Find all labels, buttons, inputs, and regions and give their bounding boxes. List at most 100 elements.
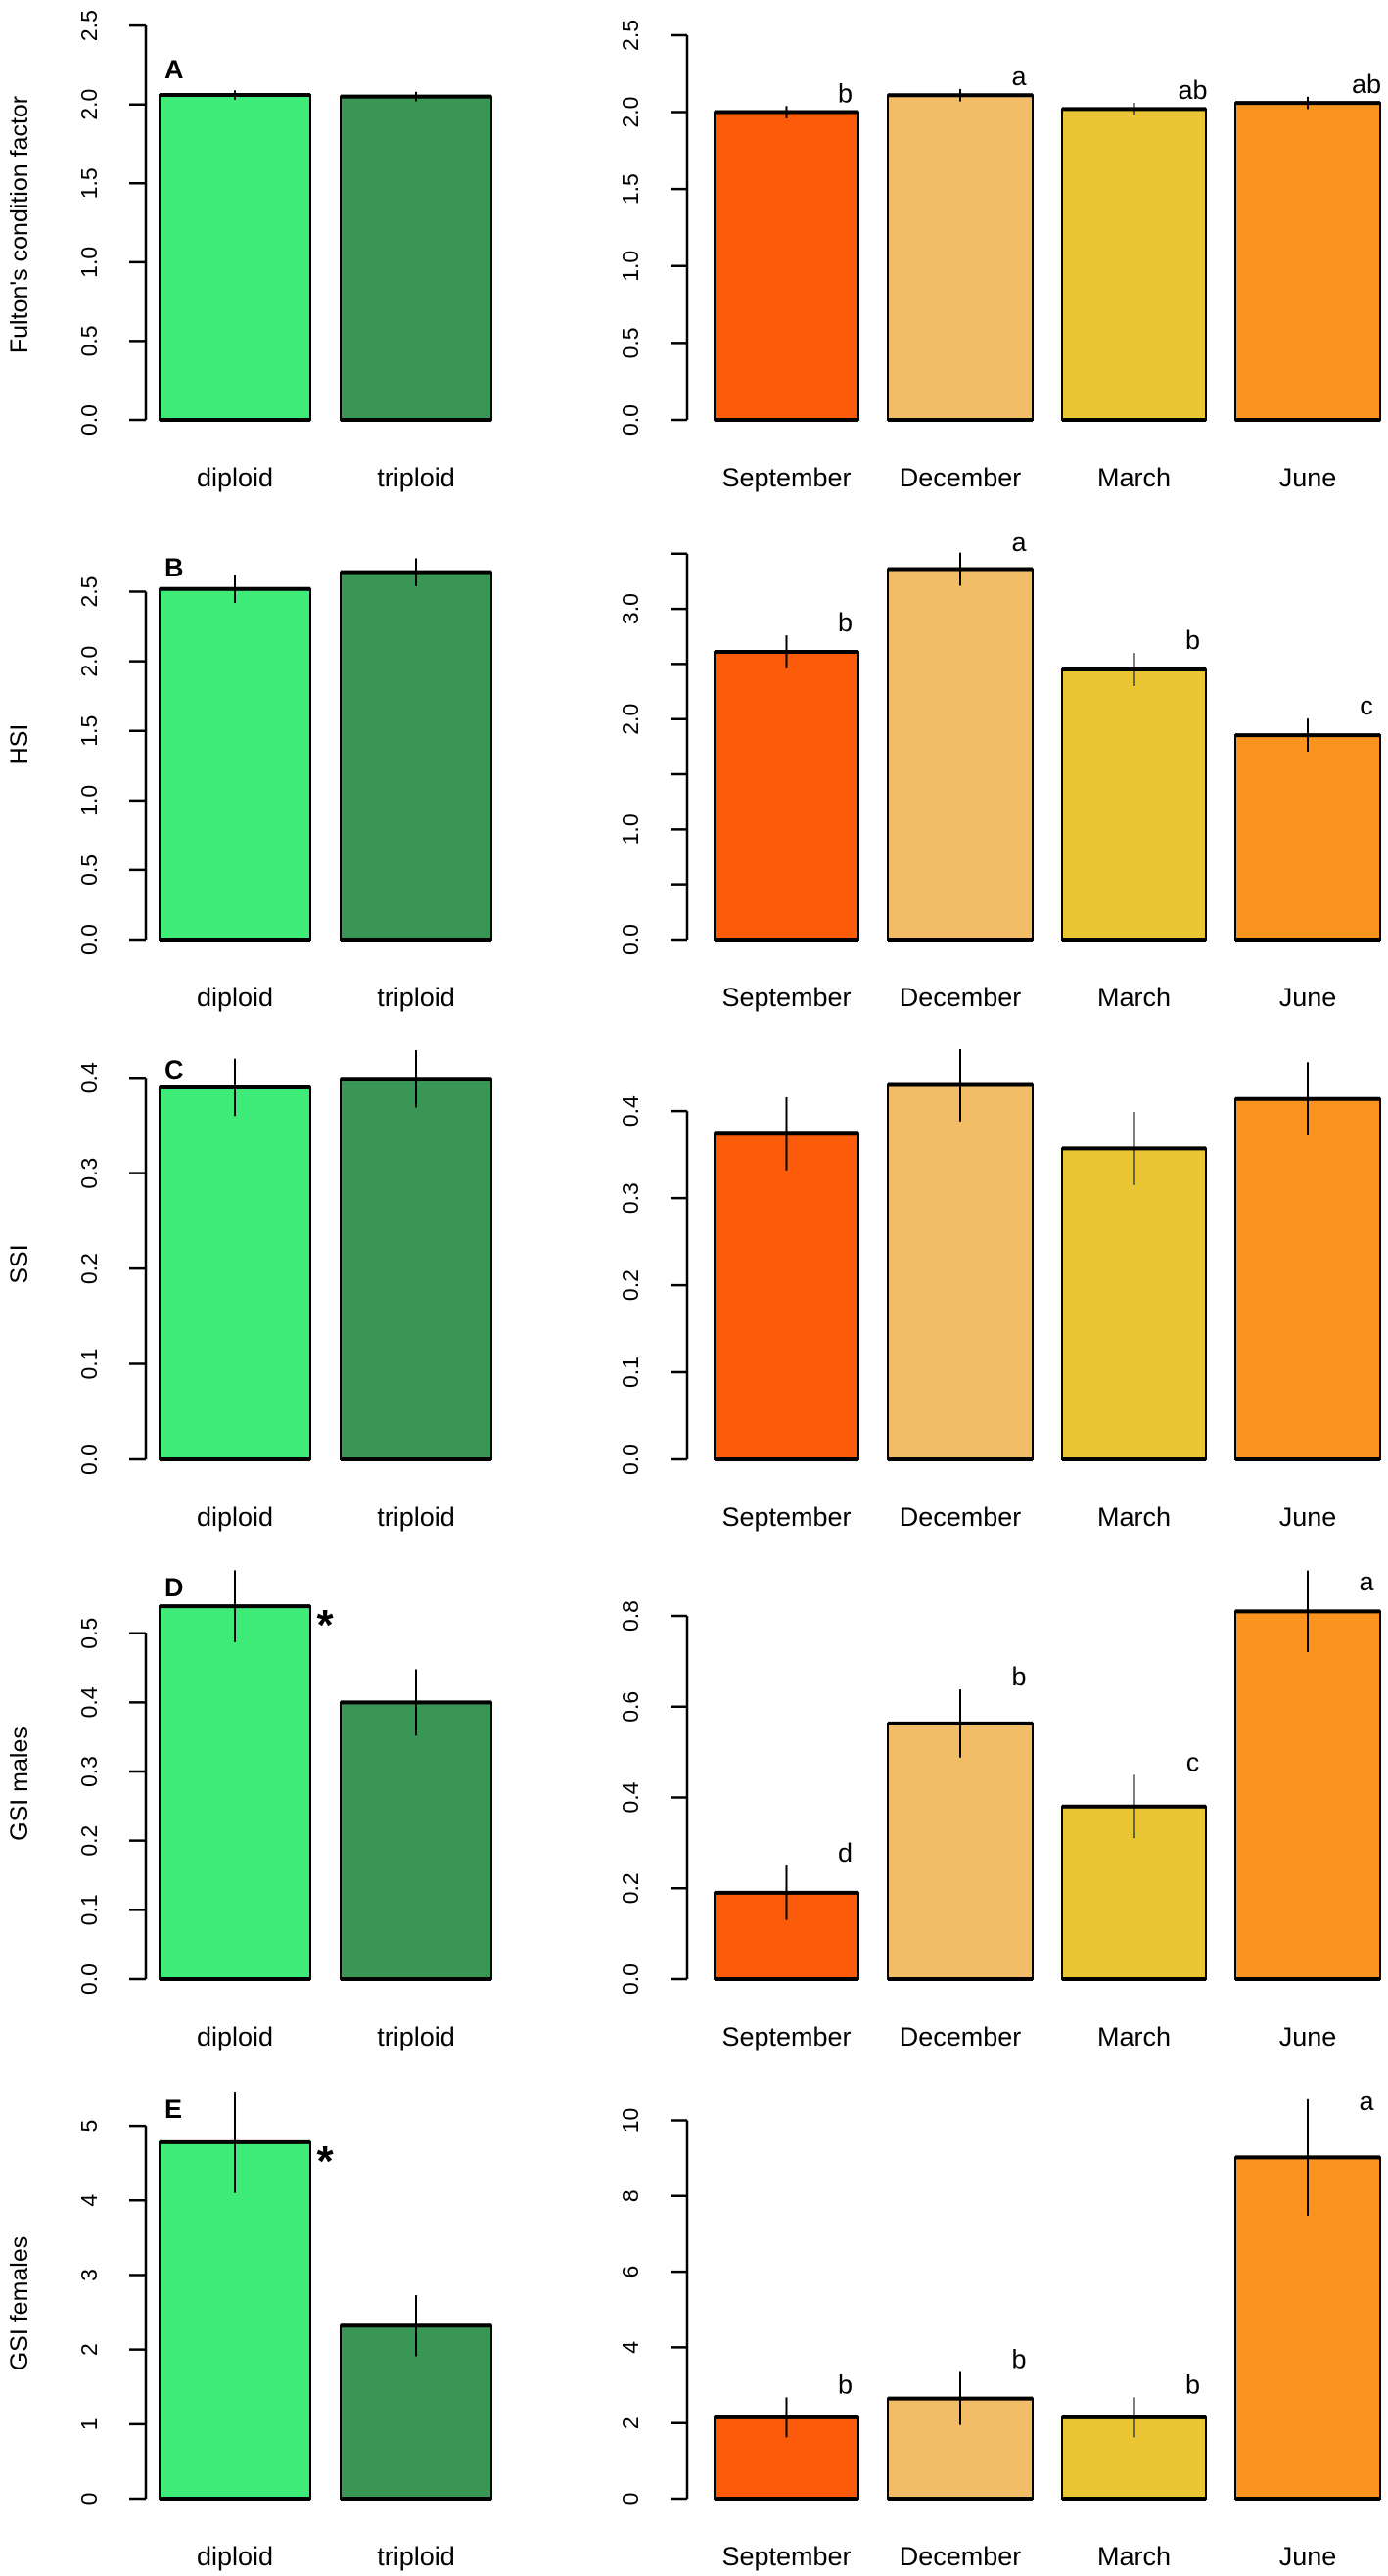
panel-4-right: 0 2 4 6 8 10 September b December b March b June a	[618, 2087, 1381, 2571]
significance-letter: a	[1011, 62, 1027, 91]
bar-diploid	[159, 1085, 311, 1460]
x-tick-label: December	[900, 463, 1022, 492]
x-tick-label: March	[1097, 463, 1171, 492]
x-tick-label: March	[1097, 1502, 1171, 1532]
y-tick-label: 0.5	[76, 325, 102, 356]
y-tick-label: 0.4	[618, 1095, 643, 1127]
x-tick-label: December	[900, 2022, 1022, 2051]
bar-diploid	[159, 1605, 311, 1980]
bar-diploid	[159, 2140, 311, 2500]
x-tick-label: June	[1279, 2542, 1337, 2571]
significance-asterisk: *	[316, 1601, 334, 1649]
y-tick-label: 0.5	[618, 327, 643, 358]
y-tick-label: 2.5	[76, 576, 102, 608]
x-tick-label: March	[1097, 2022, 1171, 2051]
y-tick-label: 4	[76, 2194, 102, 2207]
panel-2-left: 0.0 0.1 0.2 0.3 0.4 SSI diploid triploid C	[6, 1049, 492, 1532]
x-tick-label: triploid	[377, 1502, 455, 1532]
y-tick-label: 1.0	[76, 247, 102, 278]
y-tick-label: 4	[618, 2341, 643, 2354]
bar-triploid	[340, 1078, 492, 1461]
y-tick-label: 0.6	[618, 1691, 643, 1723]
y-tick-label: 6	[618, 2266, 643, 2278]
significance-letter: b	[1185, 2369, 1200, 2399]
y-tick-label: 2.0	[618, 704, 643, 735]
y-tick-label: 0.4	[76, 1686, 102, 1718]
significance-letter: c	[1186, 1747, 1200, 1776]
x-tick-label: June	[1279, 2022, 1337, 2051]
panel-4-left: 0 1 2 3 4 5 GSI females diploid triploid E *	[6, 2092, 492, 2571]
bar-june	[1234, 734, 1381, 941]
y-tick-label: 2.0	[618, 97, 643, 128]
x-tick-label: triploid	[377, 2022, 455, 2051]
x-tick-label: March	[1097, 2542, 1171, 2571]
y-tick-label: 1	[76, 2417, 102, 2430]
y-tick-label: 3.0	[618, 593, 643, 624]
bar-march	[1061, 108, 1207, 422]
x-tick-label: diploid	[197, 1502, 273, 1532]
bar-june	[1234, 1097, 1381, 1461]
x-tick-label: June	[1279, 1502, 1337, 1532]
bar-triploid	[340, 571, 492, 941]
y-tick-label: 5	[76, 2120, 102, 2133]
y-tick-label: 0.0	[76, 1444, 102, 1475]
y-tick-label: 2	[618, 2416, 643, 2429]
y-tick-label: 3	[76, 2269, 102, 2281]
y-tick-label: 1.5	[76, 715, 102, 747]
y-axis-title: Fulton's condition factor	[6, 96, 33, 353]
y-tick-label: 0.0	[76, 404, 102, 436]
significance-letter: b	[1011, 2345, 1026, 2374]
y-tick-label: 0.0	[618, 1963, 643, 1995]
x-tick-label: June	[1279, 983, 1337, 1012]
x-tick-label: December	[900, 2542, 1022, 2571]
y-tick-label: 0.3	[618, 1182, 643, 1214]
bar-diploid	[159, 587, 311, 942]
significance-letter: b	[838, 78, 853, 108]
panel-3-left: 0.0 0.1 0.2 0.3 0.4 0.5 GSI males diploid triplo…	[6, 1570, 492, 2051]
bar-triploid	[340, 1701, 492, 1980]
y-tick-label: 2.0	[76, 89, 102, 120]
bar-december	[887, 1722, 1034, 1980]
bar-march	[1061, 1147, 1207, 1461]
x-tick-label: triploid	[377, 983, 455, 1012]
bar-june	[1234, 102, 1381, 421]
panel-0-right: 0.0 0.5 1.0 1.5 2.0 2.5 September b December a Mar…	[618, 20, 1381, 492]
y-axis-title: GSI males	[6, 1726, 33, 1841]
significance-letter: a	[1359, 1567, 1374, 1596]
y-tick-label: 0.1	[618, 1357, 643, 1388]
panel-0-left: 0.0 0.5 1.0 1.5 2.0 2.5 Fulton's condition fac…	[6, 10, 492, 492]
significance-letter: b	[838, 2369, 853, 2399]
y-axis-title: SSI	[6, 1244, 33, 1283]
y-tick-label: 0.4	[618, 1781, 643, 1813]
y-tick-label: 0.3	[76, 1756, 102, 1787]
bar-september	[714, 2415, 859, 2500]
y-tick-label: 0	[76, 2493, 102, 2506]
bar-september	[714, 1132, 859, 1461]
significance-letter: d	[838, 1838, 853, 1867]
y-tick-label: 0.1	[76, 1349, 102, 1380]
y-tick-label: 0.0	[76, 924, 102, 955]
x-tick-label: diploid	[197, 983, 273, 1012]
x-tick-label: June	[1279, 463, 1337, 492]
y-tick-label: 2.0	[76, 646, 102, 677]
y-tick-label: 2.5	[618, 20, 643, 51]
x-tick-label: September	[721, 463, 851, 492]
bar-december	[887, 1083, 1034, 1461]
x-tick-label: diploid	[197, 2022, 273, 2051]
y-tick-label: 1.5	[76, 167, 102, 199]
y-tick-label: 0.0	[76, 1963, 102, 1995]
y-tick-label: 2	[76, 2343, 102, 2356]
bar-june	[1234, 1610, 1381, 1981]
y-tick-label: 0.8	[618, 1600, 643, 1632]
y-tick-label: 1.0	[618, 251, 643, 282]
y-tick-label: 0.0	[618, 924, 643, 955]
significance-letter: c	[1360, 691, 1373, 720]
y-tick-label: 8	[618, 2189, 643, 2202]
panel-label: E	[164, 2094, 182, 2124]
y-tick-label: 0.2	[76, 1825, 102, 1857]
bar-diploid	[159, 94, 311, 422]
x-tick-label: diploid	[197, 463, 273, 492]
significance-letter: ab	[1352, 69, 1381, 99]
panel-2-right: 0.0 0.1 0.2 0.3 0.4 September December March Jun…	[618, 1049, 1381, 1532]
